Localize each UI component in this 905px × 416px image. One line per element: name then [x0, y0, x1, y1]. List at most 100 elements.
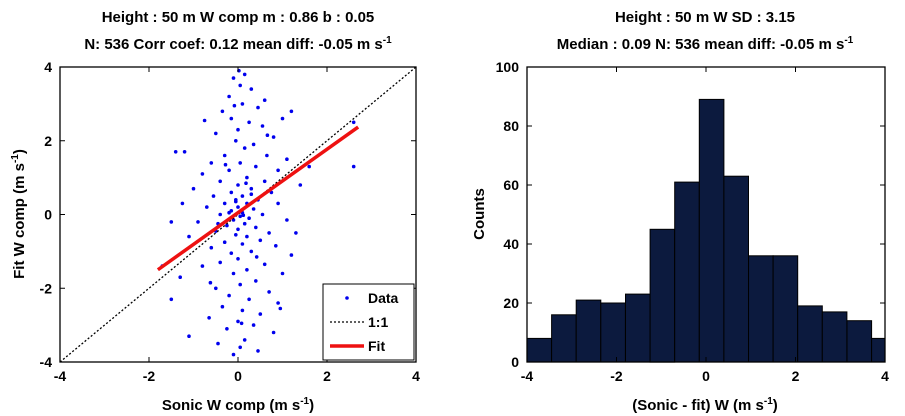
- histogram-bar: [797, 305, 823, 363]
- data-point: [240, 102, 245, 106]
- scatter-points: [160, 68, 356, 357]
- data-point: [180, 201, 185, 206]
- data-point: [271, 330, 276, 335]
- x-tick-label: -4: [54, 368, 67, 384]
- data-point: [240, 194, 245, 198]
- data-point: [238, 282, 242, 287]
- hist-xlabel-end: ): [773, 397, 778, 414]
- histogram-bar: [846, 320, 873, 363]
- hist-title-line2-sup: -1: [844, 35, 853, 46]
- data-point: [222, 153, 227, 158]
- data-point: [254, 225, 258, 230]
- data-point: [187, 234, 191, 239]
- data-point: [249, 186, 254, 191]
- data-point: [227, 210, 231, 215]
- data-point: [294, 231, 298, 235]
- data-point: [267, 231, 271, 235]
- legend-marker-data: [345, 296, 349, 300]
- histogram-bar: [748, 255, 774, 363]
- data-point: [227, 293, 231, 298]
- data-point: [182, 150, 187, 154]
- data-point: [241, 213, 246, 217]
- data-point: [265, 133, 270, 137]
- data-point: [220, 109, 225, 114]
- data-point: [260, 212, 265, 217]
- y-tick-label: 60: [503, 177, 519, 193]
- legend-label-data: Data: [368, 290, 399, 306]
- x-tick-label: 2: [323, 368, 331, 384]
- x-tick-label: -2: [610, 368, 623, 384]
- scatter-title-line2: N: 536 Corr coef: 0.12 mean diff: -0.05 …: [84, 35, 392, 53]
- data-point: [208, 280, 213, 285]
- data-point: [245, 234, 249, 239]
- y-tick-label: -4: [40, 354, 53, 370]
- x-tick-label: 4: [881, 368, 889, 384]
- data-point: [222, 201, 227, 206]
- data-point: [254, 164, 258, 169]
- data-point: [238, 83, 242, 88]
- data-point: [271, 135, 276, 139]
- data-point: [231, 352, 236, 357]
- data-point: [238, 214, 242, 219]
- x-tick-label: 0: [234, 368, 242, 384]
- histogram-bar: [772, 255, 799, 363]
- data-point: [211, 194, 216, 198]
- data-point: [238, 345, 242, 350]
- y-tick-label: 80: [503, 118, 519, 134]
- data-point: [245, 175, 249, 180]
- scatter-title-line1: Height : 50 m W comp m : 0.86 b : 0.05: [102, 9, 375, 26]
- y-tick-label: 2: [44, 133, 52, 149]
- data-point: [238, 161, 242, 165]
- data-point: [256, 105, 260, 110]
- scatter-legend: Data 1:1 Fit: [322, 283, 415, 361]
- fit-line: [156, 125, 360, 272]
- hist-title-line1: Height : 50 m W SD : 3.15: [615, 9, 795, 26]
- data-point: [242, 338, 247, 342]
- data-point: [209, 161, 214, 165]
- data-point: [231, 271, 236, 276]
- data-point: [249, 192, 254, 196]
- data-point: [234, 139, 238, 143]
- data-point: [225, 327, 229, 331]
- data-point: [236, 183, 240, 187]
- data-point: [240, 308, 245, 313]
- data-point: [225, 223, 229, 228]
- y-tick-label: 4: [44, 59, 52, 75]
- data-point: [278, 306, 283, 311]
- data-point: [229, 190, 234, 195]
- data-point: [242, 146, 247, 150]
- hist-title-line2: Median : 0.09 N: 536 mean diff: -0.05 m …: [557, 35, 854, 53]
- data-point: [234, 233, 238, 237]
- scatter-title-line2-text: N: 536 Corr coef: 0.12 mean diff: -0.05 …: [84, 36, 382, 53]
- y-tick-label: 100: [496, 59, 520, 75]
- data-point: [256, 349, 260, 353]
- data-point: [234, 199, 238, 204]
- data-point: [249, 249, 254, 254]
- histogram-bar: [526, 337, 553, 363]
- data-point: [262, 98, 267, 102]
- y-tick-label: -2: [40, 280, 53, 296]
- hist-xlabel-text: (Sonic - fit) W (m s: [632, 397, 764, 414]
- scatter-xlabel-text: Sonic W comp (m s: [162, 397, 300, 414]
- histogram-panel: Height : 50 m W SD : 3.15 Median : 0.09 …: [471, 9, 889, 414]
- data-point: [258, 312, 263, 316]
- data-point: [351, 120, 356, 125]
- data-point: [244, 181, 248, 185]
- data-point: [191, 186, 196, 191]
- histogram-bar: [575, 299, 602, 363]
- data-point: [242, 72, 247, 77]
- data-point: [274, 244, 278, 248]
- histogram-bar: [674, 181, 700, 363]
- data-point: [223, 162, 228, 167]
- data-point: [247, 216, 251, 220]
- data-point: [202, 118, 207, 123]
- data-point: [232, 103, 237, 108]
- y-tick-label: 20: [503, 295, 519, 311]
- histogram-bar: [723, 175, 750, 363]
- scatter-panel: Height : 50 m W comp m : 0.86 b : 0.05 N…: [10, 9, 420, 414]
- data-point: [280, 271, 285, 276]
- scatter-title-line2-sup: -1: [383, 35, 392, 46]
- hist-xlabel: (Sonic - fit) W (m s-1): [632, 396, 778, 414]
